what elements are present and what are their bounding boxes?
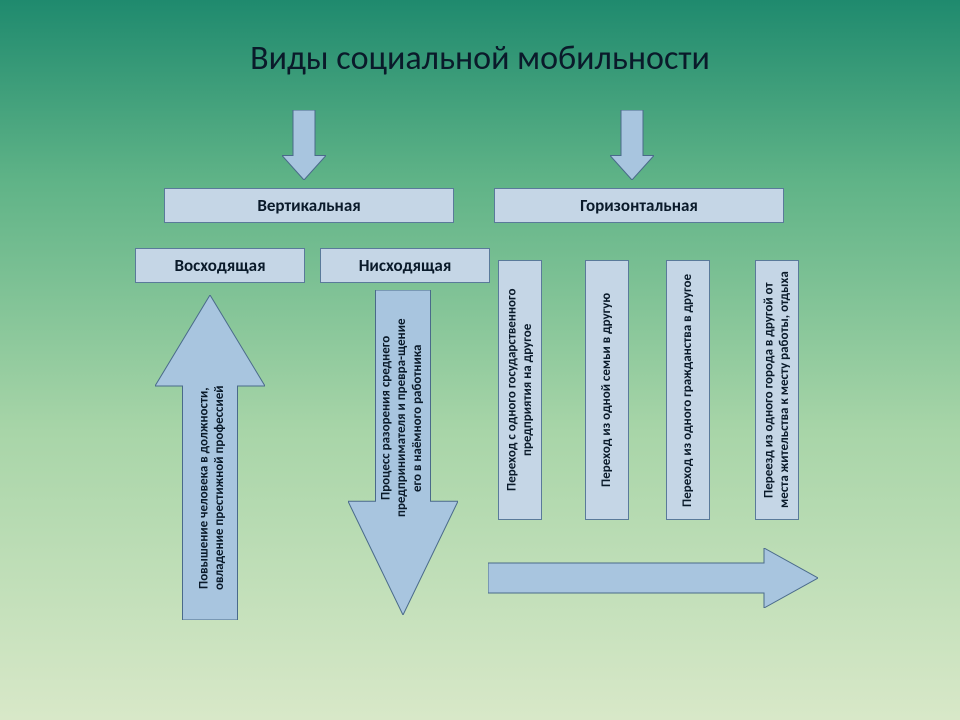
box-horizontal: Горизонтальная [494, 188, 784, 223]
horiz-item-3: Переход из одного гражданства в другое [666, 260, 710, 520]
box-vertical: Вертикальная [164, 188, 454, 223]
horiz-item-1: Переход с одного государственного предпр… [498, 260, 542, 520]
arrow-to-horizontal [610, 110, 654, 180]
horiz-item-4: Переезд из одного города в другой от мес… [755, 260, 799, 520]
page-title: Виды социальной мобильности [0, 38, 960, 79]
box-ascending: Восходящая [135, 248, 305, 283]
descending-text: Процесс разорения среднего предпринимате… [380, 302, 424, 534]
ascending-text: Повышение человека в должности, овладени… [190, 372, 234, 604]
horiz-item-2: Переход из одной семьи в другую [585, 260, 629, 520]
big-arrow-right [488, 548, 818, 608]
box-descending: Нисходящая [320, 248, 490, 283]
arrow-to-vertical [282, 110, 326, 180]
